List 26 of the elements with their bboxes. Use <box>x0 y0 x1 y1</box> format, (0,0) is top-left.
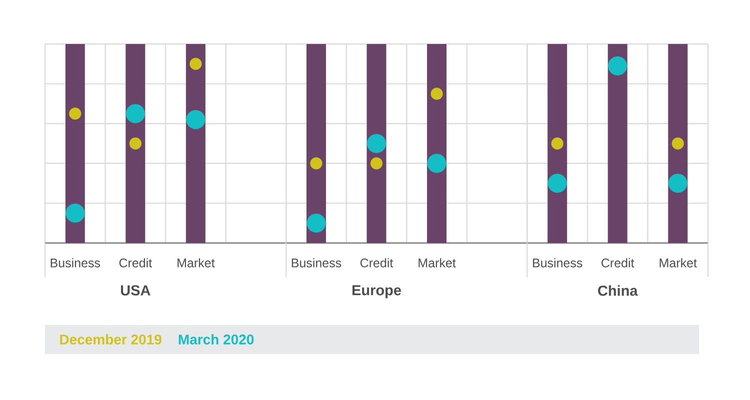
point <box>310 157 322 170</box>
x-tick-label: Credit <box>602 258 634 268</box>
point <box>370 157 383 170</box>
text: March 2020 <box>178 334 254 344</box>
point <box>69 108 82 120</box>
x-tick-label: Business <box>50 258 100 268</box>
x-tick-label: Market <box>660 258 697 268</box>
x-axis-title: China <box>598 285 638 296</box>
x-tick-label: Business <box>292 258 342 268</box>
x-axis-title: Europe <box>352 285 401 298</box>
x-tick-label: Credit <box>360 258 394 268</box>
x-tick-label: Business <box>532 258 582 268</box>
x-tick-label: Credit <box>119 258 152 268</box>
x-axis-title: USA <box>120 285 150 296</box>
x-tick-label: Market <box>178 258 215 268</box>
point <box>66 204 85 223</box>
point <box>129 137 142 150</box>
point <box>126 104 145 124</box>
point <box>306 214 326 233</box>
text: December 2019 <box>60 334 162 344</box>
point <box>190 58 202 70</box>
point <box>427 154 446 173</box>
x-tick-label: Market <box>418 258 456 268</box>
point <box>430 88 443 100</box>
point <box>366 134 386 154</box>
point <box>186 110 206 130</box>
